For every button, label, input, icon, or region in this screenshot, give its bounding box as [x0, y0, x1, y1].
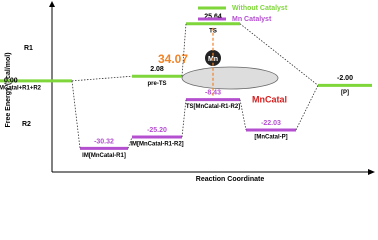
level-label: [P]	[341, 90, 349, 96]
value-label: 2.08	[150, 66, 164, 73]
r1-label: R1	[24, 45, 33, 52]
level-label: MCatal+R1+R2	[0, 85, 42, 91]
value-label: 25.64	[204, 14, 222, 21]
connector	[181, 23, 187, 77]
legend-label: Mn Catalyst	[232, 16, 272, 23]
value-label: -2.00	[337, 75, 353, 82]
connector	[181, 99, 187, 138]
level-label: TS	[209, 28, 217, 34]
connector	[71, 80, 81, 149]
connector	[295, 85, 319, 131]
value-label: 0.00	[4, 78, 18, 85]
level-label: IM[MnCatal-R1]	[82, 153, 126, 159]
y-axis-arrow	[49, 1, 55, 7]
level-label: TS[MnCatal-R1-R2]	[186, 104, 240, 110]
value-label: -30.32	[94, 138, 114, 145]
legend-label: Without Catalyst	[232, 5, 288, 12]
catalyst-label: MnCatal	[252, 94, 287, 104]
fullerene-tube	[181, 66, 279, 90]
connector	[239, 99, 247, 131]
x-axis-arrow	[368, 169, 375, 175]
r2-label: R2	[22, 121, 31, 128]
level-label: IM[MnCatal-R1-R2]	[130, 142, 183, 148]
connector	[127, 136, 133, 149]
value-label: -25.20	[147, 127, 167, 134]
level-label: pre-TS	[147, 81, 166, 87]
x-axis-label: Reaction Coordinate	[196, 176, 265, 183]
level-label: [MnCatal-P]	[254, 135, 287, 141]
y-axis-label: Free Energy (kcal/mol)	[5, 52, 12, 127]
connector	[71, 75, 133, 82]
barrier-label: 34.07	[158, 52, 188, 66]
chart: Free Energy (kcal/mol) Reaction Coordina…	[0, 1, 375, 183]
value-label: -22.03	[261, 120, 281, 127]
